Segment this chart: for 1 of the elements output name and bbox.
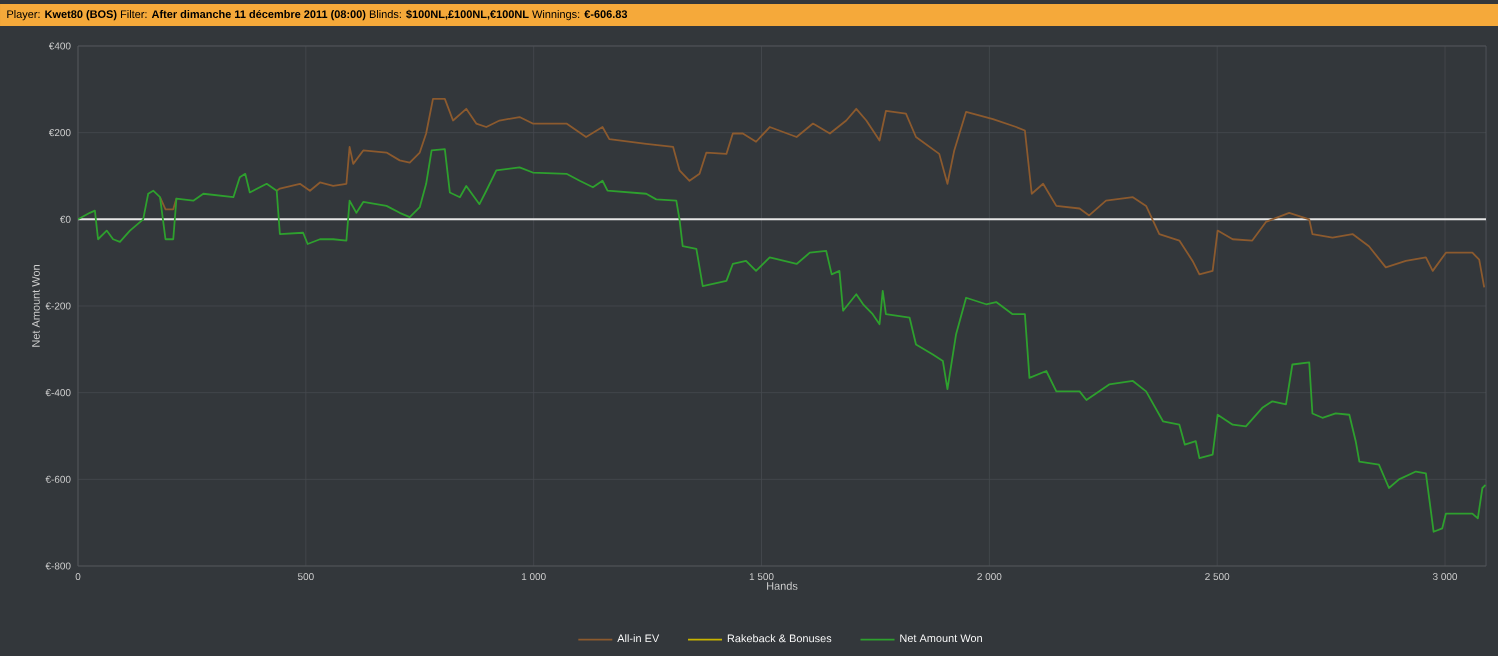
- line-series: [78, 148, 1487, 533]
